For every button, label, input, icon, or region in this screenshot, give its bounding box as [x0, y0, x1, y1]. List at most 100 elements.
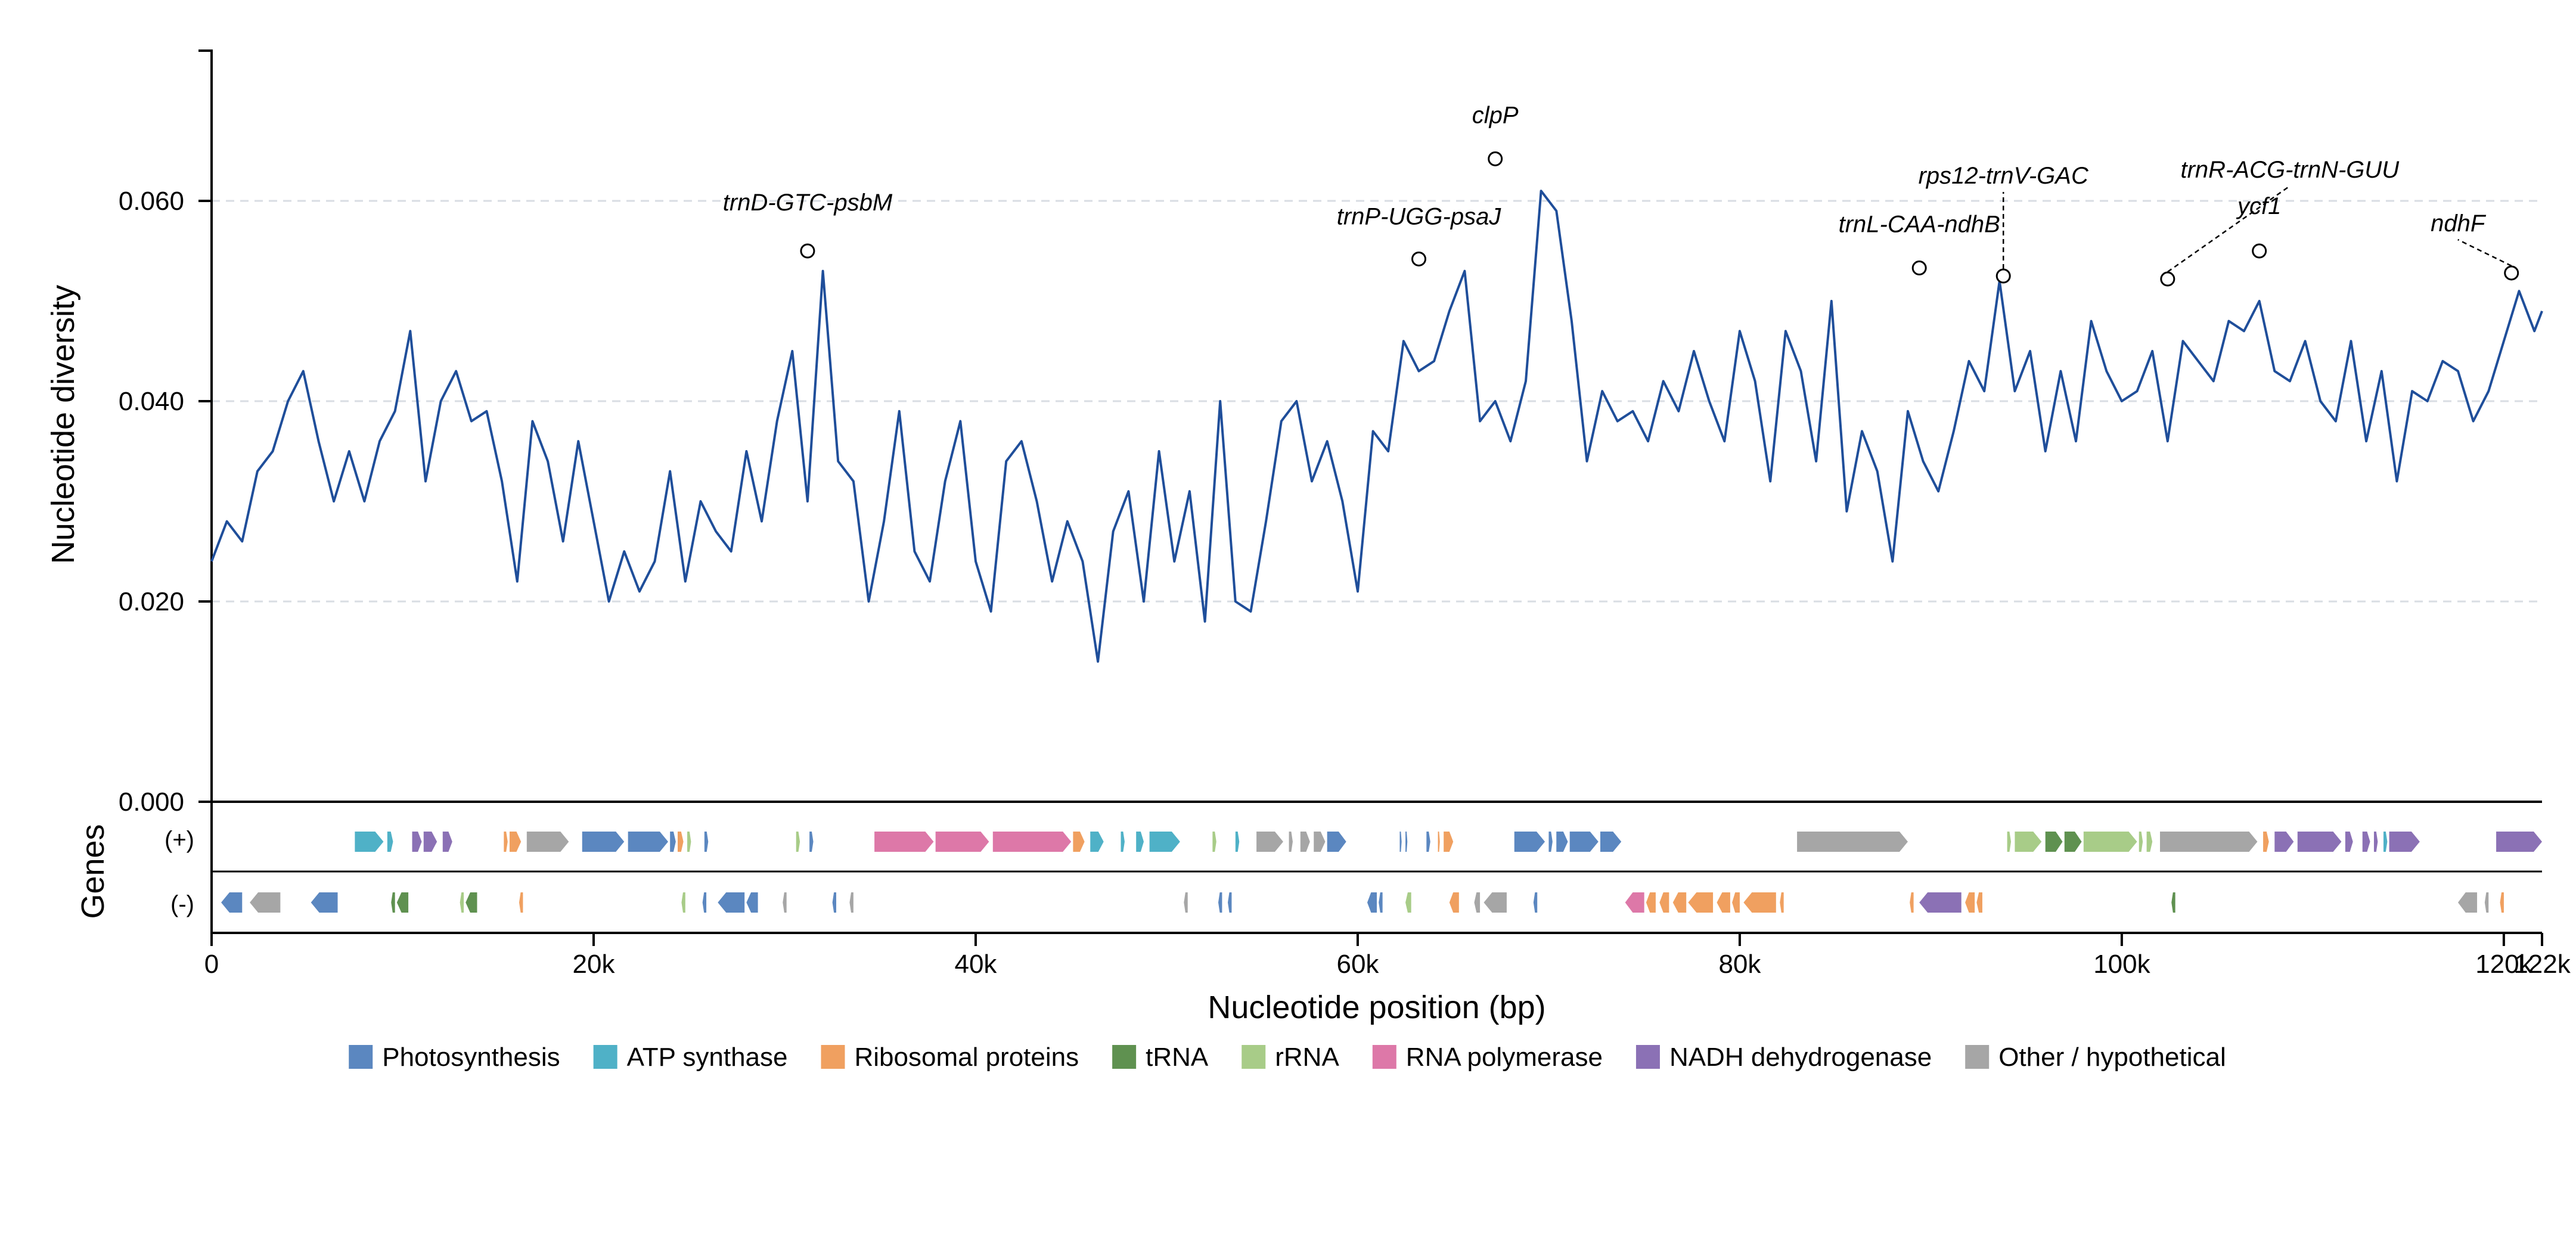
gene-plus-strand	[704, 832, 709, 852]
gene-plus-strand	[2263, 832, 2269, 852]
gene-minus-strand	[221, 892, 243, 913]
peak-label: trnR-ACG-trnN-GUU	[2181, 157, 2400, 183]
gene-plus-strand	[678, 832, 684, 852]
gene-minus-strand	[1184, 892, 1188, 913]
x-tick-label: 20k	[573, 950, 616, 979]
gene-track	[221, 832, 2542, 913]
x-tick-label: 60k	[1336, 950, 1379, 979]
gene-plus-strand	[2274, 832, 2294, 852]
gene-plus-strand	[1256, 832, 1283, 852]
x-tick-label: 122k	[2513, 950, 2571, 979]
peak-marker	[1488, 151, 1503, 166]
gene-plus-strand	[1212, 832, 1216, 852]
legend-label: ATP synthase	[627, 1043, 788, 1072]
gene-minus-strand	[2500, 892, 2504, 913]
gene-plus-strand	[2383, 832, 2388, 852]
gene-plus-strand	[1569, 832, 1599, 852]
gene-minus-strand	[702, 892, 707, 913]
gene-plus-strand	[874, 832, 934, 852]
gene-minus-strand	[1965, 892, 1975, 913]
x-axis-label: Nucleotide position (bp)	[1208, 990, 1545, 1025]
x-tick-label: 40k	[954, 950, 997, 979]
legend-swatch	[1372, 1045, 1396, 1069]
gene-plus-strand	[1289, 832, 1293, 852]
gene-minus-strand	[746, 892, 758, 913]
gene-minus-strand	[250, 892, 281, 913]
gene-plus-strand	[1444, 832, 1454, 852]
legend-swatch	[1635, 1045, 1660, 1069]
peak-marker	[2504, 265, 2519, 281]
gene-plus-strand	[628, 832, 668, 852]
gene-minus-strand	[681, 892, 685, 913]
gene-minus-strand	[1919, 892, 1962, 913]
gene-plus-strand	[1149, 832, 1180, 852]
legend-swatch	[1965, 1045, 1990, 1069]
legend-label: tRNA	[1146, 1043, 1209, 1072]
plus-strand-label: (+)	[165, 827, 194, 853]
gene-plus-strand	[1314, 832, 1326, 852]
gene-plus-strand	[2064, 832, 2082, 852]
y-tick-label: 0.020	[119, 587, 184, 616]
gene-track-label: Genes	[75, 824, 111, 919]
peak-marker	[800, 243, 815, 259]
gene-plus-strand	[442, 832, 452, 852]
gridlines	[212, 200, 2542, 603]
gene-minus-strand	[1379, 892, 1383, 913]
gene-minus-strand	[1533, 892, 1538, 913]
peak-label: trnL-CAA-ndhB	[1839, 212, 2000, 238]
gene-plus-strand	[355, 832, 384, 852]
legend-label: Ribosomal proteins	[854, 1043, 1079, 1072]
gene-minus-strand	[396, 892, 409, 913]
gene-plus-strand	[1073, 832, 1085, 852]
gene-plus-strand	[2297, 832, 2342, 852]
gene-plus-strand	[412, 832, 422, 852]
peak-label: ycf1	[2236, 193, 2281, 219]
diversity-series-line	[210, 190, 2543, 663]
gene-plus-strand	[1600, 832, 1622, 852]
gene-plus-strand	[1300, 832, 1310, 852]
gene-minus-strand	[1474, 892, 1481, 913]
peak-label: clpP	[1472, 102, 1519, 128]
gene-minus-strand	[1228, 892, 1232, 913]
x-tick-label: 0	[204, 950, 219, 979]
gene-plus-strand	[2146, 832, 2153, 852]
y-tick-label: 0.000	[119, 787, 184, 817]
gene-plus-strand	[1797, 832, 1908, 852]
gene-plus-strand	[1121, 832, 1125, 852]
legend-label: Other / hypothetical	[1998, 1043, 2226, 1072]
gene-plus-strand	[687, 832, 691, 852]
gene-minus-strand	[1688, 892, 1714, 913]
gene-minus-strand	[1659, 892, 1669, 913]
x-tick-label: 120k	[2475, 950, 2532, 979]
gene-minus-strand	[391, 892, 395, 913]
gene-minus-strand	[718, 892, 745, 913]
gene-plus-strand	[2007, 832, 2012, 852]
gene-plus-strand	[2083, 832, 2137, 852]
peak-marker	[2160, 271, 2175, 287]
gene-plus-strand	[1438, 832, 1440, 852]
gene-minus-strand	[1483, 892, 1507, 913]
gene-plus-strand	[2160, 832, 2258, 852]
gene-plus-strand	[1405, 832, 1408, 852]
peak-leader-line	[2457, 238, 2512, 267]
gene-plus-strand	[1327, 832, 1346, 852]
peak-marker	[1995, 268, 2011, 284]
gene-plus-strand	[1556, 832, 1568, 852]
gene-minus-strand	[1625, 892, 1644, 913]
gene-plus-strand	[1548, 832, 1553, 852]
gene-plus-strand	[2015, 832, 2042, 852]
x-tick-label: 100k	[2093, 950, 2150, 979]
legend-label: rRNA	[1275, 1043, 1339, 1072]
legend-swatch	[1112, 1045, 1137, 1069]
gene-plus-strand	[2373, 832, 2378, 852]
gene-plus-strand	[1426, 832, 1430, 852]
gene-plus-strand	[1090, 832, 1104, 852]
legend-label: Photosynthesis	[382, 1043, 560, 1072]
gene-plus-strand	[2362, 832, 2370, 852]
gene-minus-strand	[783, 892, 787, 913]
gene-minus-strand	[1218, 892, 1222, 913]
gene-plus-strand	[582, 832, 625, 852]
gene-plus-strand	[1136, 832, 1144, 852]
gene-plus-strand	[2345, 832, 2353, 852]
